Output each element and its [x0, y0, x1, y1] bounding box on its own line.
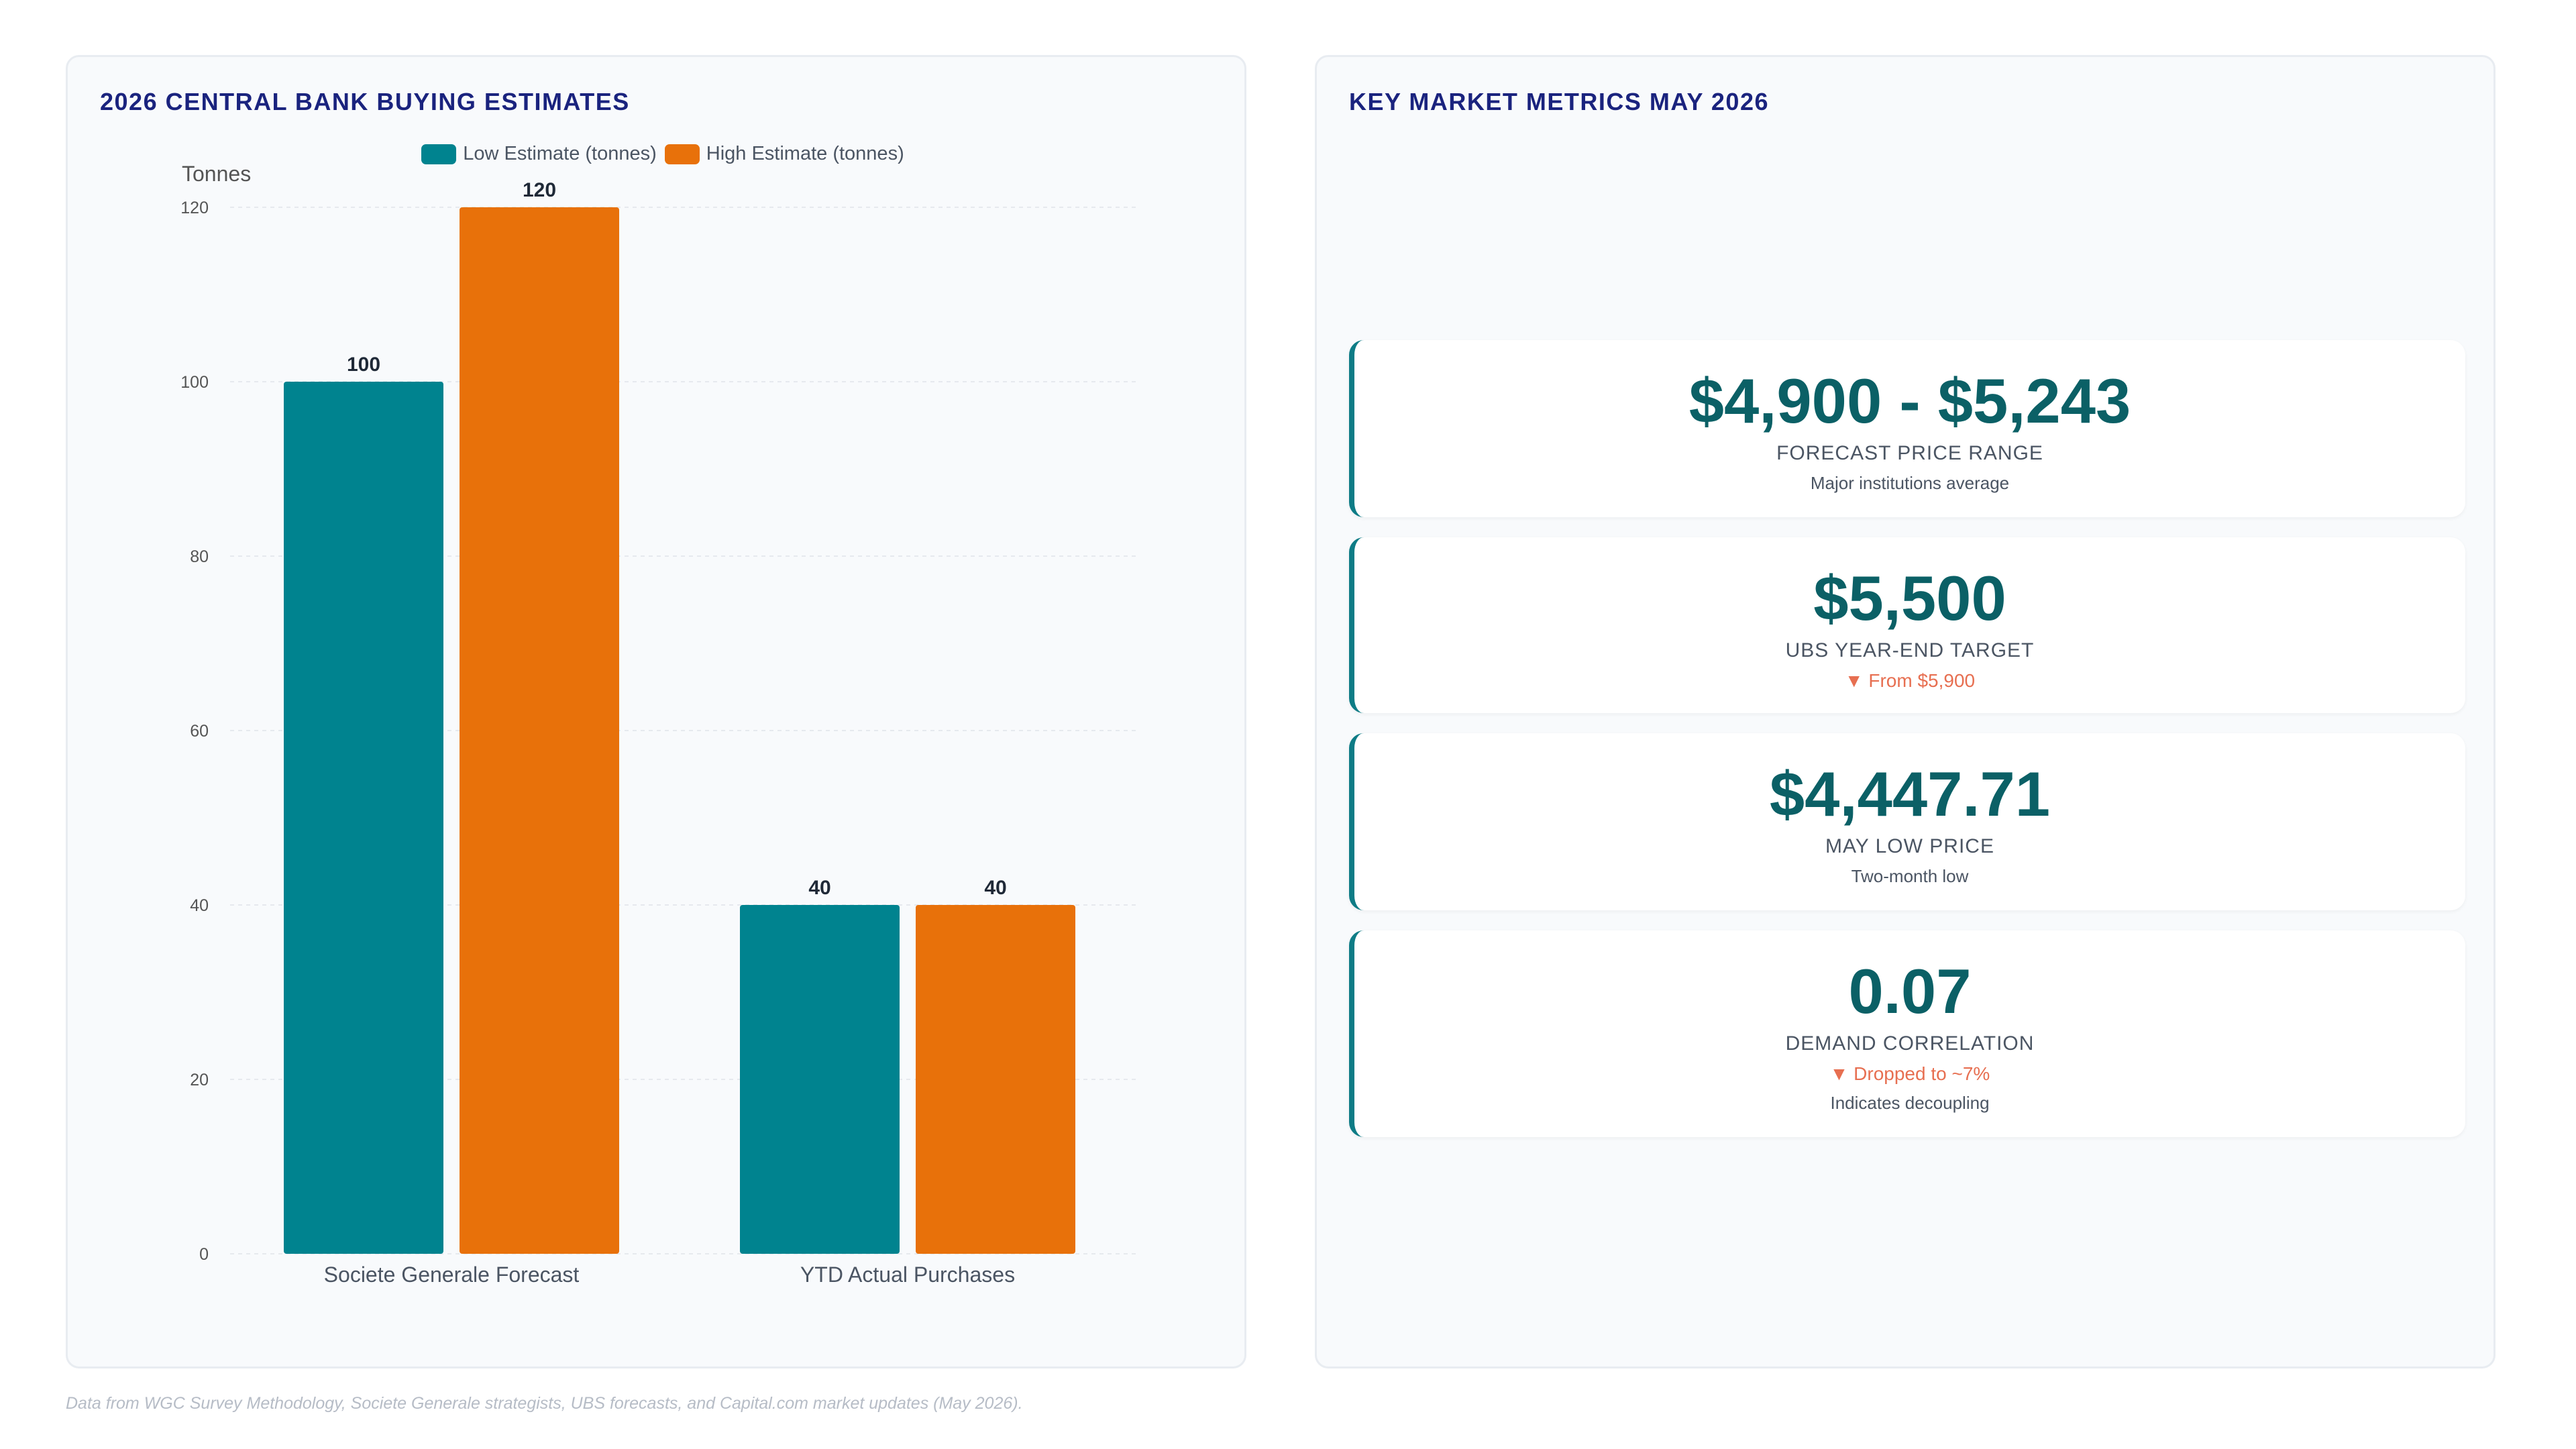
metric-label: DEMAND CORRELATION — [1785, 1032, 2035, 1055]
metric-value: $4,447.71 — [1769, 759, 2051, 829]
chart-legend: Low Estimate (tonnes) High Estimate (ton… — [74, 143, 1251, 165]
y-tick-label: 120 — [180, 199, 209, 217]
metrics-title: KEY MARKET METRICS MAY 2026 — [1349, 88, 1769, 115]
metrics-panel: KEY MARKET METRICS MAY 2026 $4,900 - $5,… — [1315, 55, 2496, 1368]
y-tick-label: 0 — [199, 1245, 209, 1264]
bar — [284, 382, 443, 1254]
source-footnote: Data from WGC Survey Methodology, Societ… — [66, 1394, 1023, 1413]
metric-subtext: Two-month low — [1851, 866, 1969, 886]
metric-change: ▼ Dropped to ~7% — [1829, 1063, 1990, 1084]
legend-item-high[interactable]: High Estimate (tonnes) — [664, 143, 904, 165]
metric-card-may-low: $4,447.71 MAY LOW PRICE Two-month low — [1349, 733, 2465, 910]
bar-chart: 0 20 40 60 80 100 120 100 120 Societe Generale Fo… — [180, 179, 1136, 1287]
y-tick-label: 40 — [190, 896, 209, 915]
metric-value: 0.07 — [1848, 956, 1972, 1026]
bar — [740, 905, 900, 1254]
metric-card-ubs-target: $5,500 UBS YEAR-END TARGET ▼ From $5,900 — [1349, 537, 2465, 713]
metrics-list: $4,900 - $5,243 FORECAST PRICE RANGE Maj… — [1349, 340, 2465, 1157]
metric-label: FORECAST PRICE RANGE — [1776, 442, 2043, 464]
metric-value: $5,500 — [1813, 563, 2006, 633]
y-axis-title: Tonnes — [182, 162, 252, 186]
y-tick-label: 100 — [180, 373, 209, 392]
y-tick-label: 60 — [190, 722, 209, 741]
data-label: 120 — [523, 179, 556, 201]
legend-swatch-low — [421, 144, 457, 164]
metric-change: ▼ From $5,900 — [1844, 670, 1976, 691]
y-tick-label: 20 — [190, 1071, 209, 1089]
data-label: 100 — [347, 354, 380, 376]
metric-label: MAY LOW PRICE — [1825, 835, 1994, 857]
legend-item-low[interactable]: Low Estimate (tonnes) — [421, 143, 657, 165]
chart-title: 2026 CENTRAL BANK BUYING ESTIMATES — [100, 88, 630, 115]
legend-label-low: Low Estimate (tonnes) — [463, 143, 657, 164]
bar — [460, 207, 619, 1254]
data-label: 40 — [984, 877, 1006, 899]
metric-card-demand-correlation: 0.07 DEMAND CORRELATION ▼ Dropped to ~7%… — [1349, 930, 2465, 1137]
data-label: 40 — [808, 877, 830, 899]
chart-panel: 2026 CENTRAL BANK BUYING ESTIMATES Low E… — [66, 55, 1246, 1368]
metric-value: $4,900 - $5,243 — [1688, 366, 2131, 436]
metric-label: UBS YEAR-END TARGET — [1785, 639, 2035, 661]
x-tick-label: Societe Generale Forecast — [324, 1263, 580, 1287]
y-tick-label: 80 — [190, 547, 209, 566]
metric-card-forecast-range: $4,900 - $5,243 FORECAST PRICE RANGE Maj… — [1349, 340, 2465, 517]
metric-subtext: Indicates decoupling — [1830, 1093, 1990, 1113]
x-tick-label: YTD Actual Purchases — [800, 1263, 1015, 1287]
legend-swatch-high — [664, 144, 700, 164]
bar — [916, 905, 1075, 1254]
legend-label-high: High Estimate (tonnes) — [706, 143, 904, 164]
metric-subtext: Major institutions average — [1810, 473, 2010, 493]
